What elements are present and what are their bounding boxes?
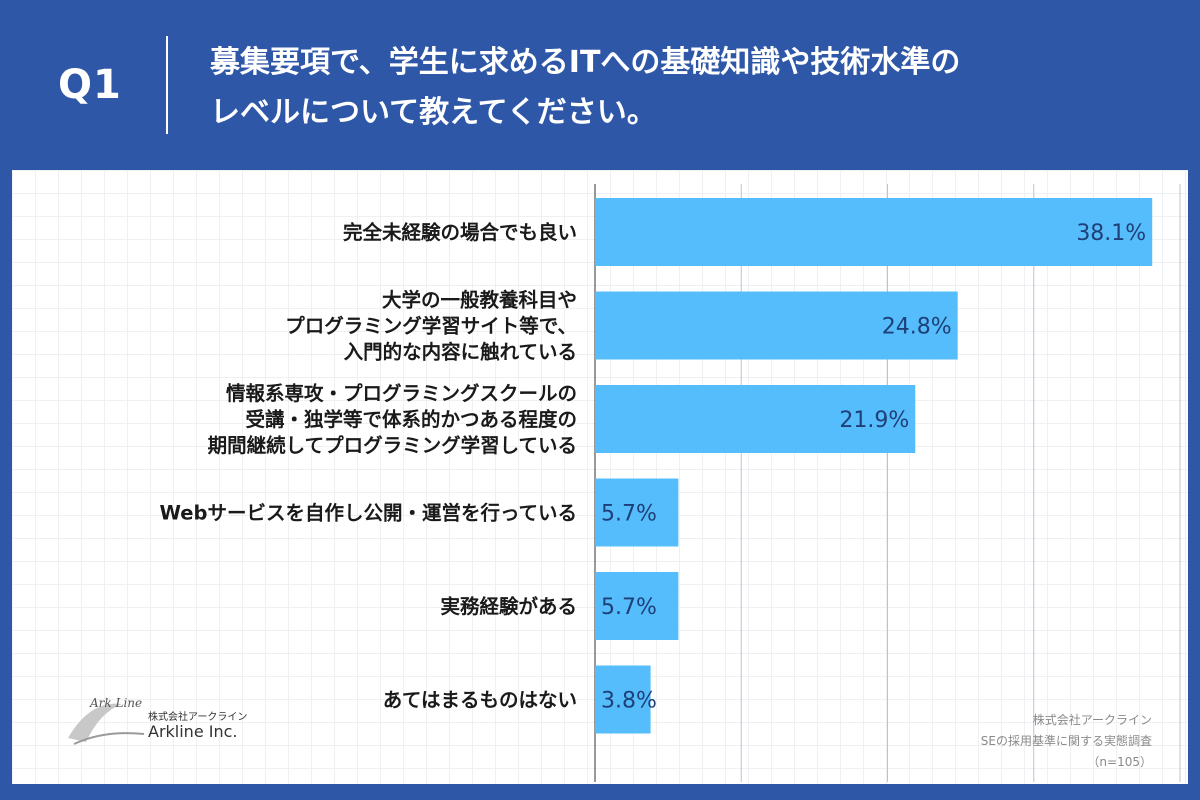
logo-company-jp: 株式会社アークライン <box>148 712 248 723</box>
chart-panel: 38.1% 完全未経験の場合でも良い 24.8% 大学の一般教養科目やプログラミング学… <box>12 170 1188 784</box>
company-logo: Ark Line 株式会社アークライン Arkline Inc. <box>60 690 260 760</box>
header-divider <box>166 36 168 134</box>
chart-category-label: あてはまるものはない <box>383 689 577 712</box>
bar-chart: 38.1% 完全未経験の場合でも良い 24.8% 大学の一般教養科目やプログラミング学… <box>159 184 1181 782</box>
chart-bar <box>595 572 679 640</box>
chart-category-label: 期間継続してプログラミング学習している <box>208 434 577 457</box>
question-title-line-2: レベルについて教えてください。 <box>210 95 657 130</box>
source-company: 株式会社アークライン <box>1032 713 1152 727</box>
chart-category-label: プログラミング学習サイト等で、 <box>285 315 577 338</box>
question-number: Q1 <box>58 62 122 108</box>
logo-company-en: Arkline Inc. <box>148 722 238 741</box>
chart-category-label: 大学の一般教養科目や <box>382 289 577 312</box>
chart-bar <box>595 198 1153 266</box>
logo-mark-text: Ark Line <box>90 696 143 710</box>
chart-value-label: 24.8% <box>882 315 952 340</box>
chart-category-label: 受講・独学等で体系的かつある程度の <box>245 408 577 431</box>
chart-bar <box>595 665 651 734</box>
question-title: 募集要項で、学生に求めるITへの基礎知識や技術水準の レベルについて教えてくださ… <box>210 38 1160 138</box>
chart-value-label: 38.1% <box>1076 221 1146 246</box>
question-title-line-1: 募集要項で、学生に求めるITへの基礎知識や技術水準の <box>210 45 961 80</box>
chart-category-label: 完全未経験の場合でも良い <box>343 221 577 244</box>
chart-value-label: 21.9% <box>839 408 909 433</box>
chart-value-label: 5.7% <box>601 595 657 620</box>
chart-value-label: 3.8% <box>601 689 657 714</box>
question-header: Q1 募集要項で、学生に求めるITへの基礎知識や技術水準の レベルについて教えて… <box>0 0 1200 170</box>
chart-bar <box>595 478 679 547</box>
source-sample-size: （n=105） <box>1087 755 1152 769</box>
chart-bar <box>595 291 958 360</box>
ark-logo-icon <box>68 703 145 745</box>
chart-bar <box>595 385 916 453</box>
chart-category-label: 入門的な内容に触れている <box>344 341 577 364</box>
chart-category-label: 実務経験がある <box>440 595 577 618</box>
chart-category-label: 情報系専攻・プログラミングスクールの <box>226 382 577 405</box>
source-survey: SEの採用基準に関する実態調査 <box>980 734 1152 748</box>
chart-category-label: Webサービスを自作し公開・運営を行っている <box>159 502 577 525</box>
chart-value-label: 5.7% <box>601 502 657 527</box>
source-note: 株式会社アークライン SEの採用基準に関する実態調査 （n=105） <box>981 710 1152 773</box>
